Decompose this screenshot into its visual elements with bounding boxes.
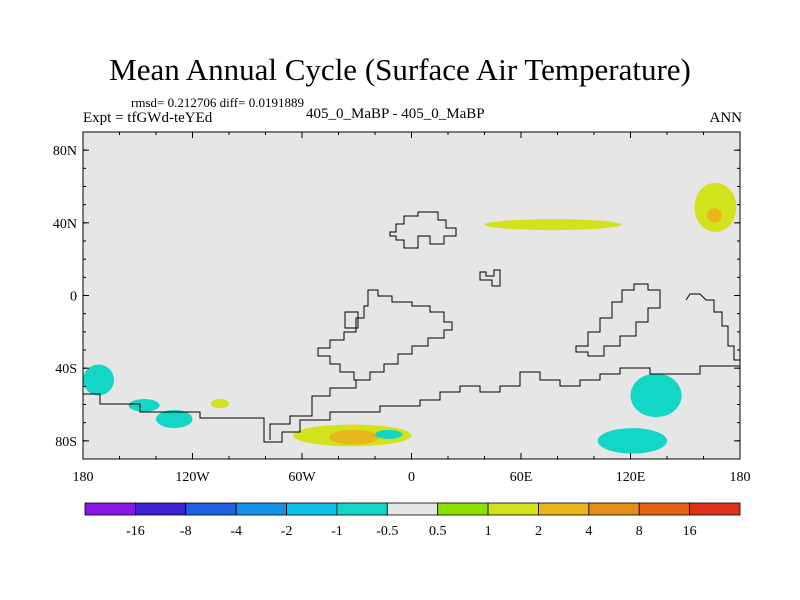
colorbar-swatch: [134, 502, 187, 516]
region-south-pacific-cold: [128, 399, 160, 412]
y-tick-label: 80N: [53, 144, 77, 159]
colorbar-swatch: [235, 502, 287, 516]
coast-australia: [685, 293, 740, 361]
colorbar-label: 2: [535, 524, 542, 539]
region-amundsen-cold: [156, 409, 193, 429]
plot-background: [83, 132, 740, 459]
region-indian-ocean-cold: [630, 373, 682, 418]
colorbar-label: 0.5: [429, 524, 447, 539]
region-antarctic-core: [329, 429, 379, 445]
x-tick-label: 60E: [510, 470, 533, 485]
chart-title: Mean Annual Cycle (Surface Air Temperatu…: [109, 52, 691, 87]
region-ross-sea-cold: [83, 364, 115, 396]
stats-line: rmsd= 0.212706 diff= 0.0191889: [131, 95, 304, 110]
colorbar-label: -2: [281, 524, 293, 539]
x-tick-label: 0: [408, 470, 415, 485]
colorbar-label: 4: [585, 524, 592, 539]
x-tick-label: 180: [730, 470, 751, 485]
colorbar-swatch: [185, 502, 237, 516]
coast-antarctica: [83, 365, 740, 443]
colorbar-label: 8: [636, 524, 643, 539]
colorbar-label: 1: [485, 524, 492, 539]
colorbar-label: -4: [230, 524, 242, 539]
x-tick-label: 180: [73, 470, 94, 485]
region-kamchatka-warm: [694, 182, 737, 232]
colorbar-swatch: [689, 502, 741, 516]
coast-south-america: [317, 289, 453, 381]
y-tick-label: 0: [70, 290, 77, 305]
x-tick-label: 120E: [616, 470, 646, 485]
y-axis: 80N 40N 0 40S 80S: [53, 131, 740, 460]
colorbar-label: -16: [126, 524, 145, 539]
colorbar-label: -0.5: [376, 524, 398, 539]
x-axis: 180 120W 60W 0 60E 120E 180: [73, 132, 751, 485]
x-tick-label: 120W: [175, 470, 210, 485]
season-label: ANN: [709, 110, 743, 126]
experiment-name: 405_0_MaBP - 405_0_MaBP: [306, 106, 485, 122]
colorbar-swatch: [336, 502, 388, 516]
colorbar-swatch: [588, 502, 640, 516]
colorbar-swatch: [638, 502, 691, 516]
coast-island: [344, 311, 359, 329]
expt-label: Expt = tfGWd-teYEd: [83, 110, 213, 126]
colorbar: -16 -8 -4 -2 -1 -0.5 0.5 1 2 4 8 16: [84, 502, 741, 539]
x-tick-label: 60W: [288, 470, 316, 485]
colorbar-swatch: [84, 502, 136, 516]
region-kamchatka-core: [707, 208, 722, 223]
colorbar-label: 16: [683, 524, 697, 539]
coast-indo: [575, 283, 661, 357]
region-bellingshausen-warm: [210, 399, 229, 409]
coast-antarctic-pen: [269, 379, 370, 440]
colorbar-label: -1: [331, 524, 343, 539]
colorbar-swatch: [286, 502, 338, 516]
anomaly-regions: [83, 182, 737, 454]
coast-africa-east: [479, 269, 501, 287]
colorbar-swatch: [437, 502, 489, 516]
coast-asia: [389, 211, 457, 249]
colorbar-swatch: [538, 502, 590, 516]
y-tick-label: 40S: [55, 362, 77, 377]
y-tick-label: 80S: [55, 435, 77, 450]
y-tick-label: 40N: [53, 217, 77, 232]
colorbar-swatch: [386, 502, 439, 516]
coastlines: [83, 211, 740, 443]
colorbar-label: -8: [180, 524, 192, 539]
region-asia-warm-band: [484, 219, 622, 231]
region-weddell-cold: [375, 429, 403, 440]
region-australia-south-cold: [597, 428, 667, 454]
colorbar-swatch: [487, 502, 539, 516]
